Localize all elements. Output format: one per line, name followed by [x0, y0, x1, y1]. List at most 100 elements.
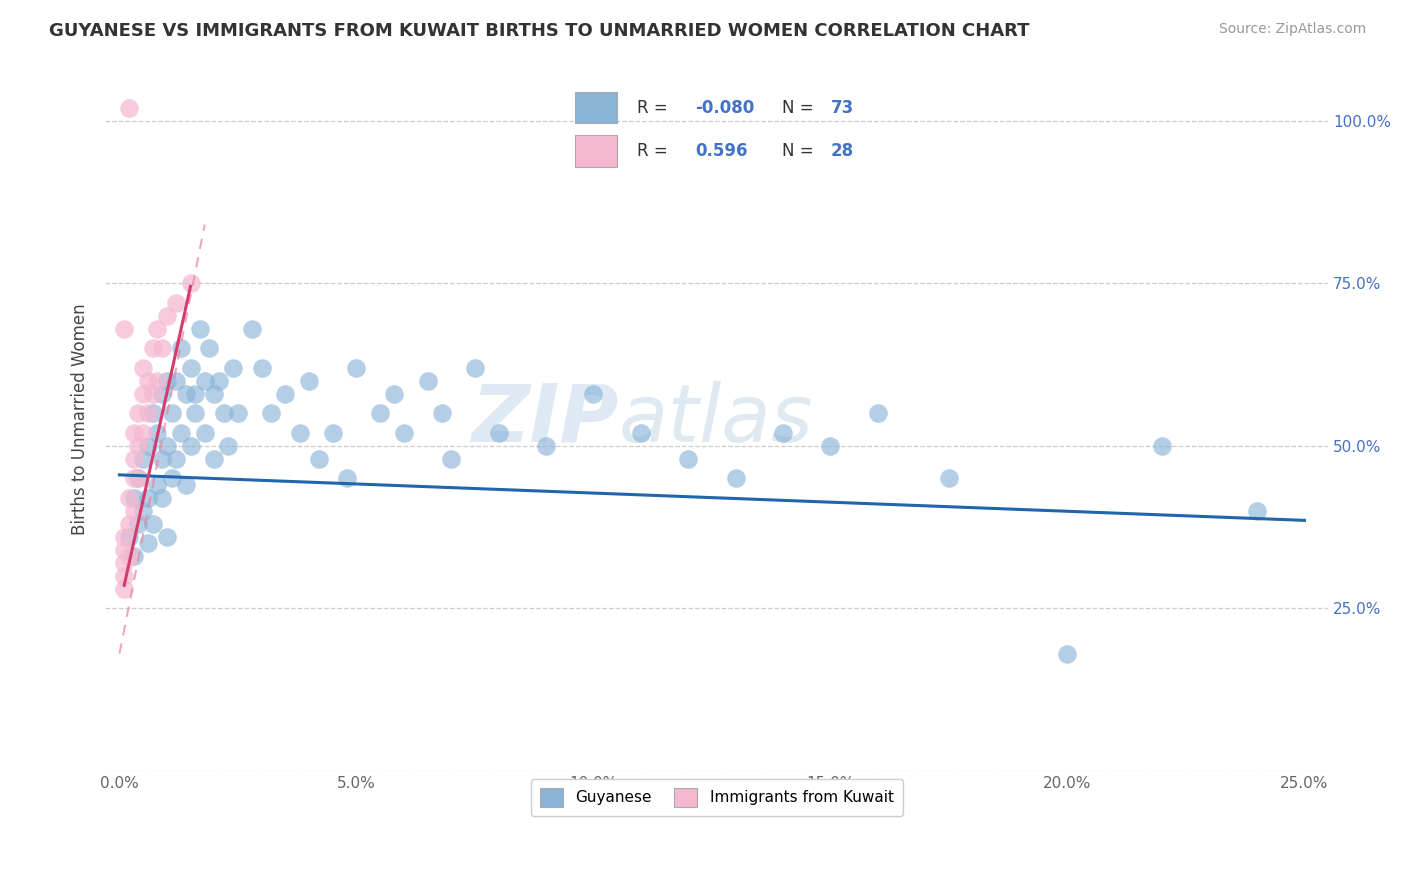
Point	[430, 406, 453, 420]
Point	[127, 439, 149, 453]
Point	[112, 321, 135, 335]
Point	[127, 471, 149, 485]
Point	[127, 406, 149, 420]
Point	[440, 451, 463, 466]
FancyBboxPatch shape	[575, 136, 617, 167]
Point	[165, 374, 187, 388]
Point	[222, 360, 245, 375]
Point	[194, 374, 217, 388]
Point	[136, 491, 159, 505]
Point	[772, 425, 794, 440]
Point	[416, 374, 439, 388]
Point	[150, 451, 173, 466]
Point	[488, 425, 510, 440]
Legend: Guyanese, Immigrants from Kuwait: Guyanese, Immigrants from Kuwait	[530, 779, 903, 815]
Point	[1152, 439, 1174, 453]
Point	[534, 439, 557, 453]
Point	[136, 536, 159, 550]
Point	[112, 568, 135, 582]
Point	[165, 451, 187, 466]
Point	[184, 406, 207, 420]
Point	[202, 386, 225, 401]
Point	[198, 341, 221, 355]
FancyBboxPatch shape	[575, 92, 617, 123]
Point	[194, 425, 217, 440]
Point	[136, 406, 159, 420]
Point	[122, 491, 145, 505]
Text: N =: N =	[782, 99, 820, 117]
Point	[184, 386, 207, 401]
Text: R =: R =	[637, 142, 673, 160]
Point	[112, 530, 135, 544]
Text: -0.080: -0.080	[695, 99, 754, 117]
Point	[226, 406, 249, 420]
Point	[308, 451, 330, 466]
Point	[298, 374, 321, 388]
Point	[274, 386, 297, 401]
Point	[160, 471, 183, 485]
Point	[188, 321, 211, 335]
Point	[464, 360, 486, 375]
Text: Source: ZipAtlas.com: Source: ZipAtlas.com	[1219, 22, 1367, 37]
Point	[1246, 503, 1268, 517]
Point	[112, 542, 135, 557]
Text: N =: N =	[782, 142, 820, 160]
Point	[127, 516, 149, 531]
Point	[382, 386, 405, 401]
Point	[122, 451, 145, 466]
Text: GUYANESE VS IMMIGRANTS FROM KUWAIT BIRTHS TO UNMARRIED WOMEN CORRELATION CHART: GUYANESE VS IMMIGRANTS FROM KUWAIT BIRTH…	[49, 22, 1029, 40]
Point	[132, 503, 155, 517]
Point	[676, 451, 699, 466]
Point	[156, 374, 179, 388]
Point	[165, 295, 187, 310]
Point	[118, 549, 141, 563]
Point	[132, 360, 155, 375]
Point	[288, 425, 311, 440]
Point	[118, 530, 141, 544]
Text: R =: R =	[637, 99, 673, 117]
Point	[866, 406, 889, 420]
Point	[150, 491, 173, 505]
Point	[1056, 647, 1078, 661]
Point	[118, 101, 141, 115]
Point	[174, 477, 197, 491]
Point	[156, 309, 179, 323]
Point	[212, 406, 235, 420]
Point	[217, 439, 239, 453]
Point	[146, 321, 169, 335]
Text: 0.596: 0.596	[695, 142, 748, 160]
Text: atlas: atlas	[619, 381, 814, 458]
Point	[170, 425, 193, 440]
Point	[122, 503, 145, 517]
Point	[132, 425, 155, 440]
Point	[260, 406, 283, 420]
Point	[118, 516, 141, 531]
Point	[938, 471, 960, 485]
Point	[132, 386, 155, 401]
Point	[146, 477, 169, 491]
Point	[150, 341, 173, 355]
Point	[150, 386, 173, 401]
Point	[180, 439, 202, 453]
Point	[132, 451, 155, 466]
Point	[582, 386, 605, 401]
Point	[142, 341, 165, 355]
Point	[156, 439, 179, 453]
Text: 73: 73	[831, 99, 853, 117]
Point	[630, 425, 652, 440]
Point	[180, 360, 202, 375]
Point	[250, 360, 273, 375]
Point	[208, 374, 231, 388]
Point	[336, 471, 359, 485]
Point	[202, 451, 225, 466]
Point	[160, 406, 183, 420]
Point	[346, 360, 368, 375]
Point	[122, 549, 145, 563]
Point	[174, 386, 197, 401]
Point	[112, 556, 135, 570]
Point	[724, 471, 747, 485]
Point	[180, 276, 202, 290]
Point	[820, 439, 842, 453]
Point	[112, 582, 135, 596]
Text: ZIP: ZIP	[471, 381, 619, 458]
